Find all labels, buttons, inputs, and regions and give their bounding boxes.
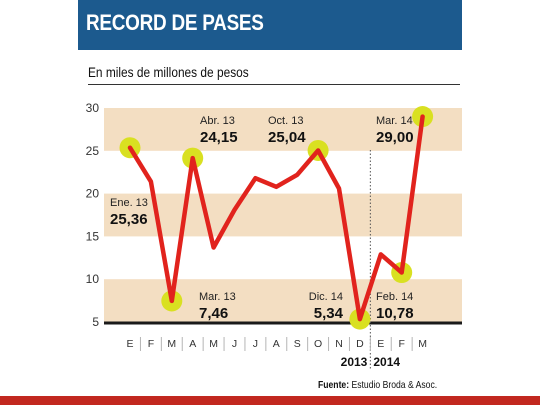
y-tick-label: 5 [92,315,99,329]
x-tick-label: J [232,338,237,350]
annotation-value: 25,04 [268,129,306,146]
chart-subtitle: En miles de millones de pesos [88,64,249,80]
subtitle-divider [88,84,460,85]
series-line [127,114,425,322]
x-tick-label: M [209,338,218,350]
footer-bar [0,396,540,405]
x-tick-label: N [335,338,343,350]
source-note: Fuente: Estudio Broda & Asoc. [318,379,437,391]
annotation-label: Ene. 13 [110,197,148,209]
y-tick-label: 10 [86,272,100,286]
x-tick-label: D [356,338,364,350]
annotation-value: 5,34 [314,305,344,322]
annotation-value: 29,00 [376,129,414,146]
x-tick-label: A [189,338,196,350]
annotation-value: 7,46 [199,305,228,322]
annotation-value: 25,36 [110,211,148,228]
chart-band [104,193,462,237]
annotation-label: Feb. 14 [376,291,413,303]
x-tick-label: F [148,338,154,350]
x-tick-label: M [418,338,427,350]
y-tick-label: 20 [86,187,100,201]
y-tick-label: 15 [86,229,100,243]
source-label: Fuente: [318,379,350,391]
x-tick-label: A [273,338,280,350]
x-tick-label: E [126,338,133,350]
year-label-2013: 2013 [341,355,368,369]
y-tick-label: 25 [86,144,100,158]
chart-title: RECORD DE PASES [86,10,264,35]
annotation-value: 24,15 [200,129,238,146]
header-bar: RECORD DE PASES [78,0,462,50]
source-text: Estudio Broda & Asoc. [351,379,438,391]
x-tick-label: O [314,338,322,350]
chart-band [104,108,462,151]
annotation-label: Abr. 13 [200,115,235,127]
annotation-label: Dic. 14 [309,291,343,303]
annotation-label: Mar. 14 [376,115,413,127]
annotation-label: Oct. 13 [268,115,303,127]
x-tick-label: F [398,338,404,350]
x-tick-label: M [167,338,176,350]
x-tick-label: E [377,338,384,350]
x-tick-label: J [253,338,258,350]
annotation-value: 10,78 [376,305,414,322]
y-tick-label: 30 [86,101,100,115]
x-tick-label: S [294,338,301,350]
year-label-2014: 2014 [373,355,400,369]
annotation-label: Mar. 13 [199,291,236,303]
